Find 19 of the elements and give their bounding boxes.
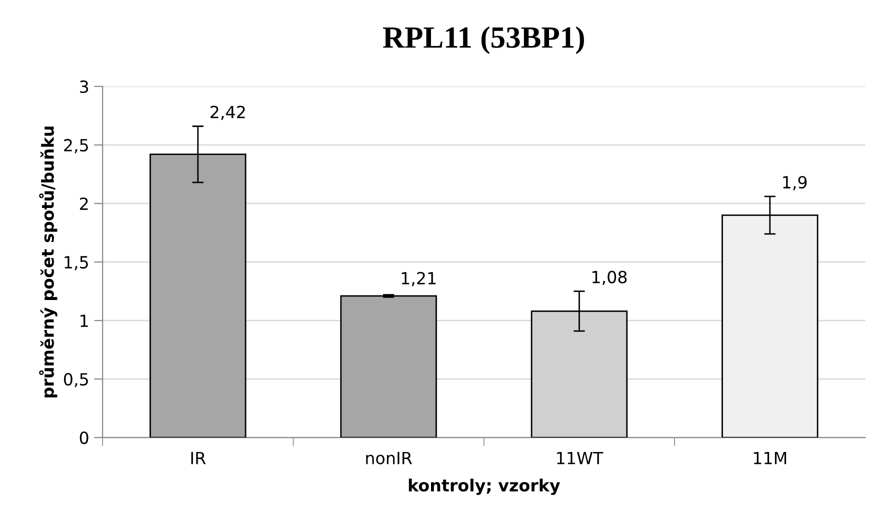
chart-title: RPL11 (53BP1) bbox=[383, 26, 584, 54]
data-label: 1,21 bbox=[402, 272, 436, 286]
y-tick-label: 0 bbox=[80, 432, 88, 444]
bar bbox=[340, 295, 437, 438]
x-tick-label: 11M bbox=[754, 452, 786, 464]
x-tick-label: 11WT bbox=[557, 452, 604, 464]
x-tick-label: IR bbox=[191, 452, 206, 464]
data-label: 2,42 bbox=[210, 106, 245, 120]
y-tick-label: 1,5 bbox=[64, 256, 88, 270]
x-axis-title: kontroly; vzorky bbox=[408, 478, 560, 495]
x-tick-label: nonIR bbox=[366, 452, 412, 464]
y-tick-label: 2 bbox=[80, 197, 88, 210]
y-axis-title: průměrný počet spotů/buňku bbox=[39, 126, 58, 398]
data-label: 1,9 bbox=[783, 176, 807, 190]
y-tick-label: 2,5 bbox=[64, 138, 88, 154]
y-tick-label: 3 bbox=[80, 80, 88, 94]
y-tick-label: 0,5 bbox=[64, 372, 88, 388]
y-tick-label: 1 bbox=[80, 314, 88, 327]
data-label: 1,08 bbox=[592, 270, 627, 286]
